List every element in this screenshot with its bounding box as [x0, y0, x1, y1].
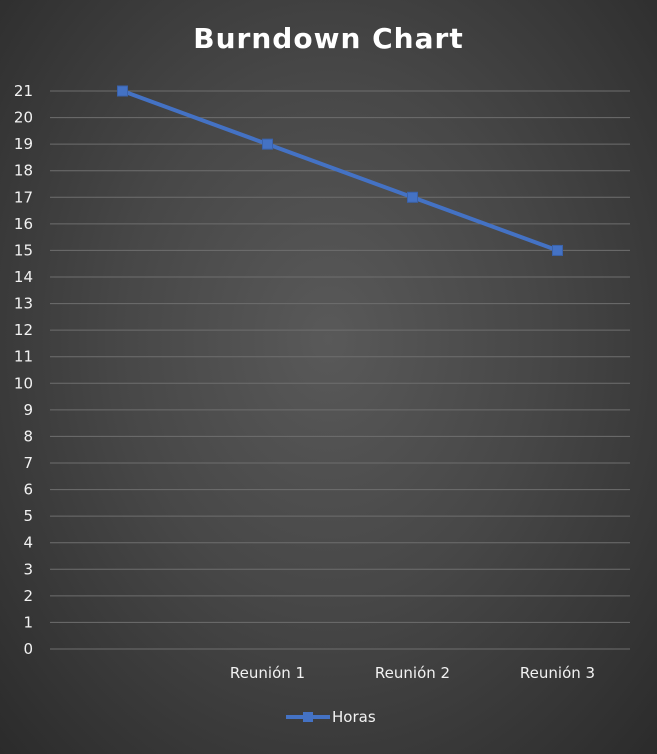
data-point-marker: [262, 138, 273, 150]
series-layer: [117, 85, 563, 256]
y-tick-label: 0: [23, 640, 33, 658]
y-tick-label: 5: [23, 507, 33, 525]
y-tick-label: 4: [23, 534, 33, 552]
y-tick-label: 13: [14, 295, 33, 313]
y-tick-label: 6: [23, 481, 33, 499]
x-tick-label: Reunión 3: [520, 664, 595, 682]
y-tick-label: 11: [14, 348, 33, 366]
gridlines: [50, 90, 630, 650]
y-tick-label: 10: [14, 374, 33, 392]
x-tick-label: Reunión 2: [375, 664, 450, 682]
y-tick-label: 7: [23, 454, 33, 472]
data-point-marker: [117, 85, 128, 97]
y-tick-label: 3: [23, 560, 33, 578]
y-tick-label: 16: [14, 215, 33, 233]
legend-label: Horas: [332, 708, 376, 726]
y-tick-label: 12: [14, 321, 33, 339]
x-axis-ticks: Reunión 1 Reunión 2 Reunión 3: [230, 664, 595, 682]
y-tick-label: 15: [14, 241, 33, 259]
y-tick-label: 8: [23, 427, 33, 445]
chart-title: Burndown Chart: [193, 22, 464, 55]
y-tick-label: 17: [14, 188, 33, 206]
y-tick-label: 2: [23, 587, 33, 605]
y-tick-label: 18: [14, 162, 33, 180]
data-point-marker: [407, 191, 418, 203]
legend-marker-swatch: [303, 712, 313, 722]
series-line: [121, 89, 559, 253]
y-tick-label: 9: [23, 401, 33, 419]
legend: Horas: [286, 708, 376, 726]
y-tick-label: 20: [14, 109, 33, 127]
y-tick-label: 1: [23, 613, 33, 631]
y-tick-label: 19: [14, 135, 33, 153]
data-point-marker: [552, 244, 563, 256]
x-tick-label: Reunión 1: [230, 664, 305, 682]
y-tick-label: 21: [14, 82, 33, 100]
y-tick-label: 14: [14, 268, 33, 286]
